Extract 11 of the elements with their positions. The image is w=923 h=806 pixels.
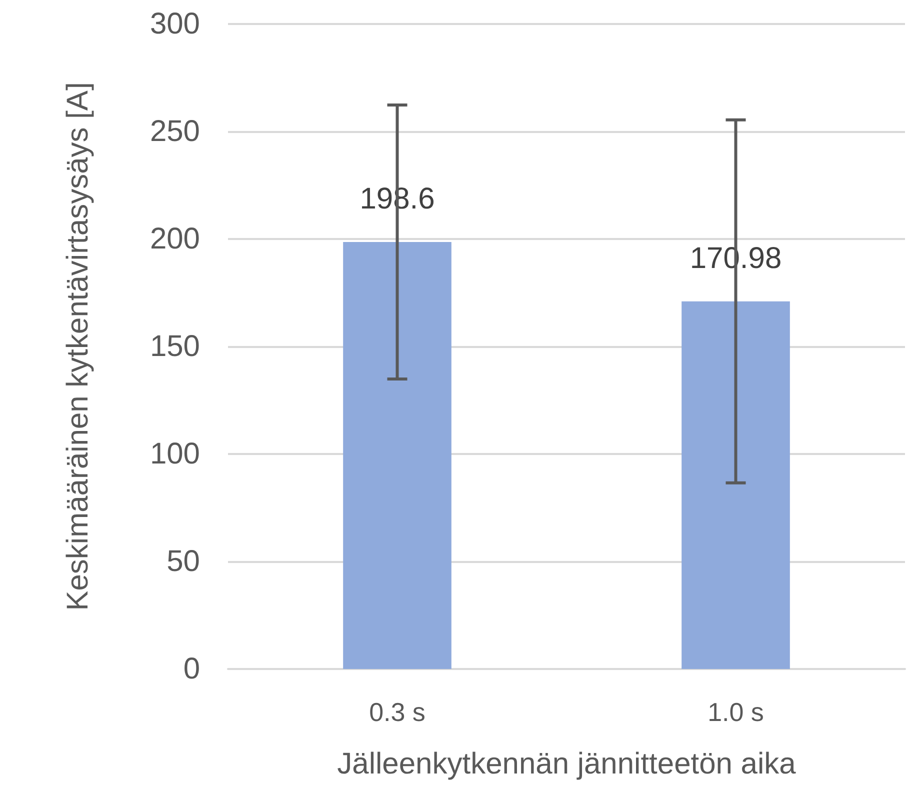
y-tick-label: 300	[150, 8, 200, 40]
y-tick-label: 250	[150, 115, 200, 148]
y-axis-title: Keskimääräinen kytkentävirtasysäys [A]	[62, 82, 94, 611]
x-tick-label: 0.3 s	[369, 697, 426, 727]
x-axis-title: Jälleenkytkennän jännitteetön aika	[337, 748, 796, 780]
y-tick-label: 150	[150, 330, 200, 363]
y-tick-label: 200	[150, 222, 200, 256]
x-tick-label: 1.0 s	[708, 697, 764, 727]
y-tick-label: 50	[166, 545, 200, 578]
y-tick-label: 100	[150, 438, 200, 470]
y-tick-label: 0	[183, 652, 200, 686]
